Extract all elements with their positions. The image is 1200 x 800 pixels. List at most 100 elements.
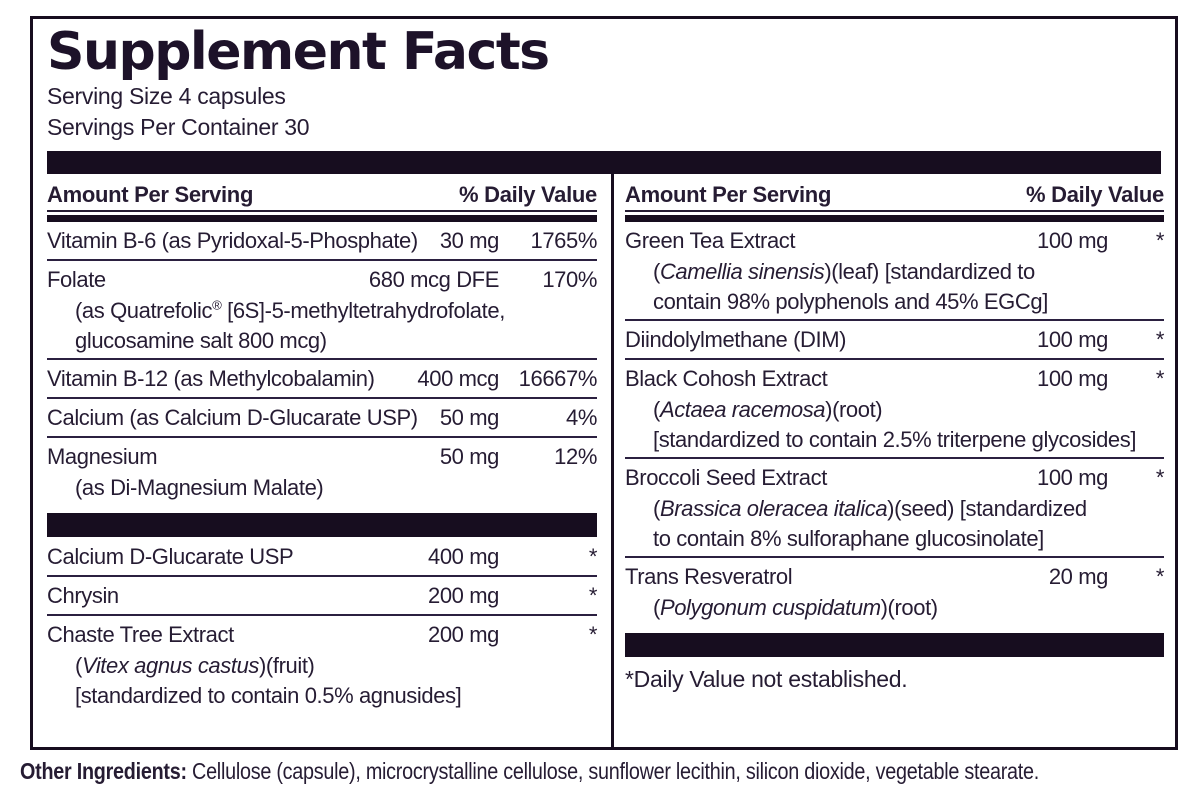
nutrient-row-main: Chaste Tree Extract 200 mg * <box>47 619 597 651</box>
nutrient-daily-value: * <box>1155 228 1165 253</box>
nutrient-daily-value: 1765% <box>530 228 597 253</box>
nutrient-row-main: Calcium D-Glucarate USP 400 mg * <box>47 541 597 573</box>
nutrient-amount: 400 mcg <box>417 366 499 391</box>
nutrient-daily-value: * <box>1155 564 1165 589</box>
nutrient-amount: 200 mg <box>428 622 499 647</box>
nutrient-rows-left: Vitamin B-6 (as Pyridoxal-5-Phosphate) 30… <box>47 222 597 713</box>
nutrient-amount: 200 mg <box>428 583 499 608</box>
facts-column-left: Amount Per Serving % Daily Value Vitamin… <box>33 174 611 747</box>
nutrient-subline: [standardized to contain 2.5% triterpene… <box>653 427 1137 452</box>
nutrient-row-main: Vitamin B-12 (as Methylcobalamin) 400 mcg… <box>47 363 597 395</box>
facts-column-right: Amount Per Serving % Daily Value Green T… <box>611 174 1175 747</box>
column-header-right: Amount Per Serving % Daily Value <box>625 174 1164 212</box>
nutrient-rows-right: Green Tea Extract 100 mg * (Camellia sinens… <box>625 222 1164 696</box>
label-header: Supplement Facts Serving Size 4 capsules… <box>33 19 1175 143</box>
nutrient-row: Calcium D-Glucarate USP 400 mg * <box>47 537 597 575</box>
other-ingredients-text: Cellulose (capsule), microcrystalline ce… <box>186 758 1039 784</box>
nutrient-amount: 30 mg <box>439 228 500 253</box>
nutrient-row-main: Vitamin B-6 (as Pyridoxal-5-Phosphate) 30… <box>47 225 597 257</box>
nutrient-subline: (Brassica oleracea italica)(seed) [stand… <box>653 496 1087 521</box>
nutrient-amount: 20 mg <box>1048 564 1109 589</box>
nutrient-name: Chaste Tree Extract <box>47 622 234 647</box>
amount-per-serving-heading: Amount Per Serving <box>47 182 254 207</box>
nutrient-subline: (Actaea racemosa)(root) <box>653 397 883 422</box>
nutrient-row: Chrysin 200 mg * <box>47 575 597 614</box>
nutrient-row-main: Green Tea Extract 100 mg * <box>625 225 1164 257</box>
nutrient-name: Magnesium <box>47 444 158 469</box>
nutrient-row-main: Calcium (as Calcium D-Glucarate USP) 50 m… <box>47 402 597 434</box>
nutrient-row: Broccoli Seed Extract 100 mg * (Brassica ol… <box>625 457 1164 556</box>
daily-value-heading: % Daily Value <box>459 182 597 207</box>
nutrient-row: Calcium (as Calcium D-Glucarate USP) 50 m… <box>47 397 597 436</box>
nutrient-name: Vitamin B-12 (as Methylcobalamin) <box>47 366 375 391</box>
nutrient-name: Vitamin B-6 (as Pyridoxal-5-Phosphate) <box>47 228 418 253</box>
nutrient-daily-value: * <box>588 622 598 647</box>
nutrient-name: Broccoli Seed Extract <box>625 465 827 490</box>
section-divider-bar <box>47 513 597 537</box>
page-title: Supplement Facts <box>47 22 550 82</box>
nutrient-amount: 100 mg <box>1037 465 1108 490</box>
other-ingredients-line: Other Ingredients: Cellulose (capsule), … <box>20 758 1039 785</box>
nutrient-row: Black Cohosh Extract 100 mg * (Actaea racem… <box>625 358 1164 457</box>
column-header-left: Amount Per Serving % Daily Value <box>47 174 597 212</box>
nutrient-name: Calcium D-Glucarate USP <box>47 544 294 569</box>
nutrient-subline: glucosamine salt 800 mcg) <box>75 328 327 353</box>
nutrient-row-main: Broccoli Seed Extract 100 mg * <box>625 462 1164 494</box>
nutrient-daily-value: * <box>1155 366 1165 391</box>
nutrient-row-main: Folate 680 mcg DFE 170% <box>47 264 597 296</box>
nutrient-daily-value: * <box>588 583 598 608</box>
nutrient-row: Chaste Tree Extract 200 mg * (Vitex agnus c… <box>47 614 597 713</box>
nutrient-subline: to contain 8% sulforaphane glucosinolate… <box>653 526 1044 551</box>
nutrient-row-main: Trans Resveratrol 20 mg * <box>625 561 1164 593</box>
nutrient-amount: 50 mg <box>439 444 500 469</box>
nutrient-daily-value: 4% <box>566 405 597 430</box>
nutrient-row: Trans Resveratrol 20 mg * (Polygonum cuspid… <box>625 556 1164 625</box>
nutrient-row: Vitamin B-6 (as Pyridoxal-5-Phosphate) 30… <box>47 222 597 259</box>
nutrient-daily-value: 170% <box>542 267 597 292</box>
nutrient-daily-value: * <box>1155 465 1165 490</box>
nutrient-name: Trans Resveratrol <box>625 564 793 589</box>
nutrient-name: Calcium (as Calcium D-Glucarate USP) <box>47 405 418 430</box>
nutrient-daily-value: 16667% <box>518 366 598 391</box>
serving-size-text: Serving Size 4 capsules <box>47 83 286 109</box>
nutrient-row-main: Chrysin 200 mg * <box>47 580 597 612</box>
nutrient-subline: (Vitex agnus castus)(fruit) <box>75 653 315 678</box>
nutrient-name: Chrysin <box>47 583 119 608</box>
nutrient-subline: [standardized to contain 0.5% agnusides] <box>75 683 462 708</box>
nutrient-amount: 100 mg <box>1037 366 1108 391</box>
daily-value-footnote: *Daily Value not established. <box>625 666 908 692</box>
nutrient-name: Folate <box>47 267 106 292</box>
nutrient-daily-value: 12% <box>554 444 597 469</box>
column-header-bar <box>625 215 1164 222</box>
nutrient-row: Diindolylmethane (DIM) 100 mg * <box>625 319 1164 358</box>
nutrient-row: Vitamin B-12 (as Methylcobalamin) 400 mcg… <box>47 358 597 397</box>
nutrient-row: Green Tea Extract 100 mg * (Camellia sinens… <box>625 222 1164 319</box>
nutrient-row-main: Black Cohosh Extract 100 mg * <box>625 363 1164 395</box>
other-ingredients-label: Other Ingredients: <box>20 758 187 784</box>
nutrient-name: Black Cohosh Extract <box>625 366 828 391</box>
amount-per-serving-heading: Amount Per Serving <box>625 182 832 207</box>
section-divider-bar <box>625 633 1164 657</box>
nutrient-subline: (as Di-Magnesium Malate) <box>75 475 324 500</box>
facts-columns: Amount Per Serving % Daily Value Vitamin… <box>33 174 1175 747</box>
header-divider-bar <box>47 151 1161 174</box>
nutrient-subline: (Camellia sinensis)(leaf) [standardized … <box>653 259 1035 284</box>
supplement-facts-panel: Supplement Facts Serving Size 4 capsules… <box>30 16 1178 750</box>
nutrient-name: Green Tea Extract <box>625 228 796 253</box>
nutrient-subline: (as Quatrefolic® [6S]-5-methyltetrahydro… <box>75 297 505 323</box>
nutrient-amount: 100 mg <box>1037 327 1108 352</box>
nutrient-name: Diindolylmethane (DIM) <box>625 327 847 352</box>
nutrient-amount: 50 mg <box>439 405 500 430</box>
nutrient-row: Folate 680 mcg DFE 170% (as Quatrefolic® [6… <box>47 259 597 358</box>
column-header-bar <box>47 215 597 222</box>
nutrient-amount: 400 mg <box>428 544 499 569</box>
servings-per-container-text: Servings Per Container 30 <box>47 114 310 140</box>
nutrient-subline: contain 98% polyphenols and 45% EGCg] <box>653 289 1048 314</box>
nutrient-row: Magnesium 50 mg 12% (as Di-Magnesium Malate… <box>47 436 597 505</box>
nutrient-daily-value: * <box>1155 327 1165 352</box>
nutrient-subline: (Polygonum cuspidatum)(root) <box>653 595 938 620</box>
nutrient-amount: 100 mg <box>1037 228 1108 253</box>
nutrient-row-main: Diindolylmethane (DIM) 100 mg * <box>625 324 1164 356</box>
daily-value-heading: % Daily Value <box>1026 182 1164 207</box>
nutrient-row-main: Magnesium 50 mg 12% <box>47 441 597 473</box>
